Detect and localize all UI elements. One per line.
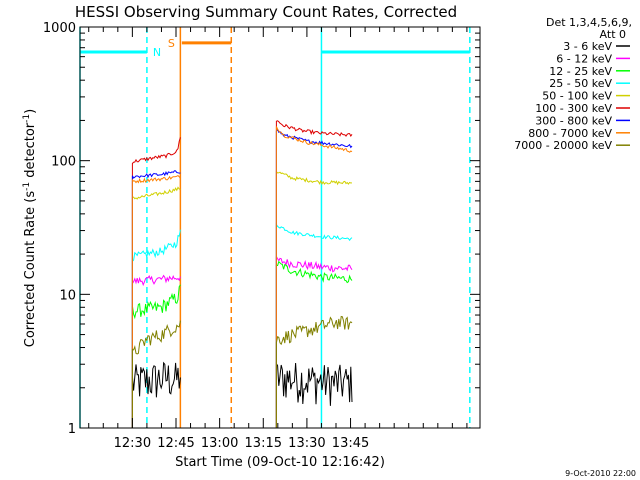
series-line	[131, 320, 181, 428]
legend-entry-label: 100 - 300 keV	[535, 102, 612, 115]
axes: 1 10 100 1000 12:30 12:45 13:00 13:15 13:30 13:45	[43, 21, 481, 451]
legend-entry-label: 300 - 800 keV	[535, 114, 612, 127]
series-line	[131, 186, 181, 428]
series-line	[275, 128, 353, 428]
y-tick-label: 10	[59, 288, 76, 303]
series-line	[131, 274, 181, 428]
series-line	[131, 361, 181, 428]
night-label: N	[153, 46, 161, 59]
chart-title: HESSI Observing Summary Count Rates, Cor…	[75, 3, 457, 21]
legend-entry-label: 7000 - 20000 keV	[514, 139, 612, 152]
series-line	[275, 361, 353, 428]
legend-header-line1: Det 1,3,4,5,6,9,	[546, 16, 632, 29]
x-tick-label: 13:45	[332, 436, 369, 451]
plot-frame	[79, 26, 481, 429]
legend-entry-label: 50 - 100 keV	[542, 90, 612, 103]
legend-entry-label: 800 - 7000 keV	[528, 127, 612, 140]
series-line	[275, 170, 353, 428]
y-tick-label: 1000	[43, 21, 76, 36]
legend-entry-label: 6 - 12 keV	[556, 52, 612, 65]
series-line	[131, 229, 181, 428]
series-line	[275, 222, 353, 428]
x-tick-label: 13:30	[288, 436, 325, 451]
legend-entry-label: 12 - 25 keV	[549, 65, 612, 78]
timestamp: 9-Oct-2010 22:00	[565, 469, 636, 478]
series-line	[275, 120, 353, 428]
x-tick-label: 12:45	[157, 436, 194, 451]
x-tick-label: 12:30	[114, 436, 151, 451]
x-axis-label: Start Time (09-Oct-10 12:16:42)	[175, 455, 385, 470]
series-line	[275, 260, 353, 428]
series-line	[275, 126, 353, 428]
series-line	[131, 174, 181, 428]
y-tick-label: 1	[68, 422, 76, 437]
x-tick-label: 13:15	[245, 436, 282, 451]
legend-header-line2: Att 0	[600, 28, 626, 41]
series-line	[275, 315, 353, 428]
y-axis-label: Corrected Count Rate (s-1 detector-1)	[22, 109, 38, 347]
series-line	[131, 284, 181, 428]
x-tick-label: 13:00	[201, 436, 238, 451]
series-line	[131, 137, 181, 428]
series-lines	[131, 120, 353, 428]
series-line	[131, 170, 181, 428]
saa-label: S	[168, 37, 175, 50]
legend-entry-label: 25 - 50 keV	[549, 77, 612, 90]
series-line	[275, 256, 353, 428]
y-tick-label: 100	[51, 155, 76, 170]
legend-entry-label: 3 - 6 keV	[563, 40, 612, 53]
orbit-markers: NS	[79, 27, 471, 428]
